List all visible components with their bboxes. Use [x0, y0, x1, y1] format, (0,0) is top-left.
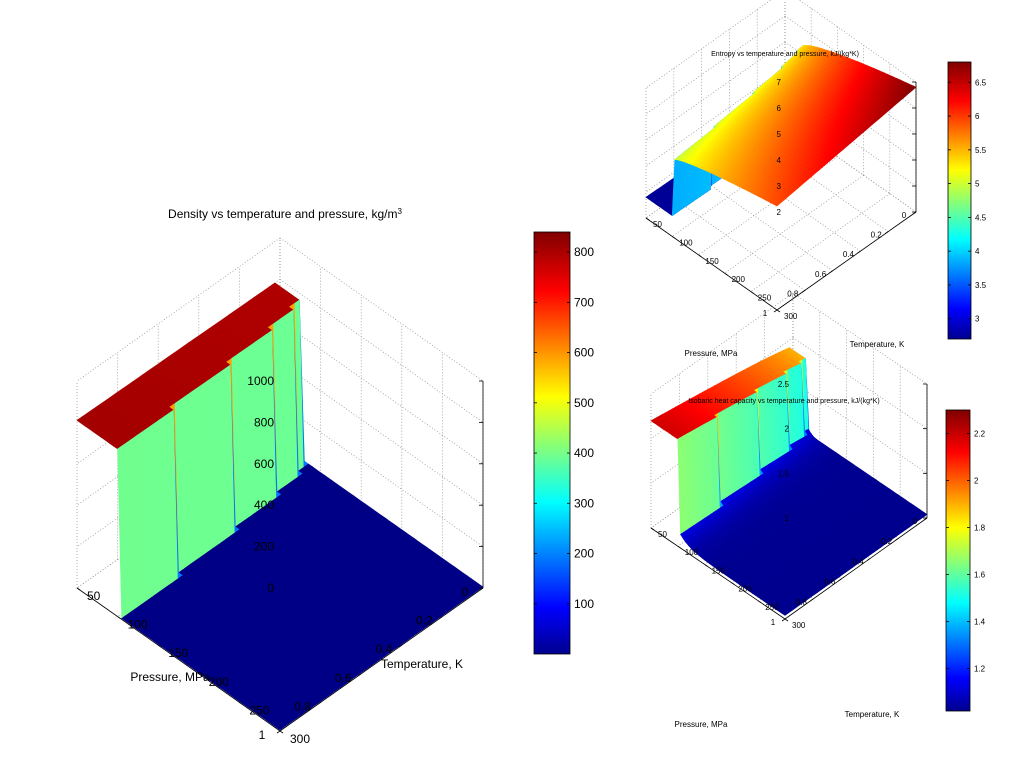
density-grid-line	[279, 237, 484, 382]
heat_capacity-axis-line	[784, 517, 928, 620]
entropy-colorbar	[947, 61, 972, 340]
heat_capacity-surface	[650, 347, 928, 616]
entropy-grid-line	[645, 15, 786, 115]
entropy-surface	[645, 44, 917, 217]
entropy-grid-line	[671, 138, 812, 237]
density-axis-line	[76, 587, 281, 732]
entropy-grid-line	[645, 0, 772, 89]
entropy-grid-line	[750, 193, 891, 292]
entropy-grid-line	[724, 174, 864, 274]
entropy-grid-line	[698, 156, 838, 256]
heat_capacity-grid-line	[792, 337, 928, 429]
density-grid-line	[279, 320, 484, 465]
density-grid-line	[279, 279, 484, 423]
density-axis-line	[279, 587, 484, 732]
entropy-axis-line	[776, 211, 917, 311]
entropy-grid-line	[645, 41, 786, 141]
heat_capacity-grid-line	[650, 292, 794, 395]
entropy-grid-line	[645, 93, 786, 193]
density-axes-grid	[76, 237, 484, 732]
heat_capacity-grid-line	[792, 292, 928, 385]
entropy-grid-line	[645, 67, 786, 167]
heat_capacity-axis-line	[650, 527, 786, 620]
density-colorbar	[533, 231, 571, 655]
density-surface	[76, 282, 484, 731]
entropy-axis-line	[645, 217, 778, 311]
